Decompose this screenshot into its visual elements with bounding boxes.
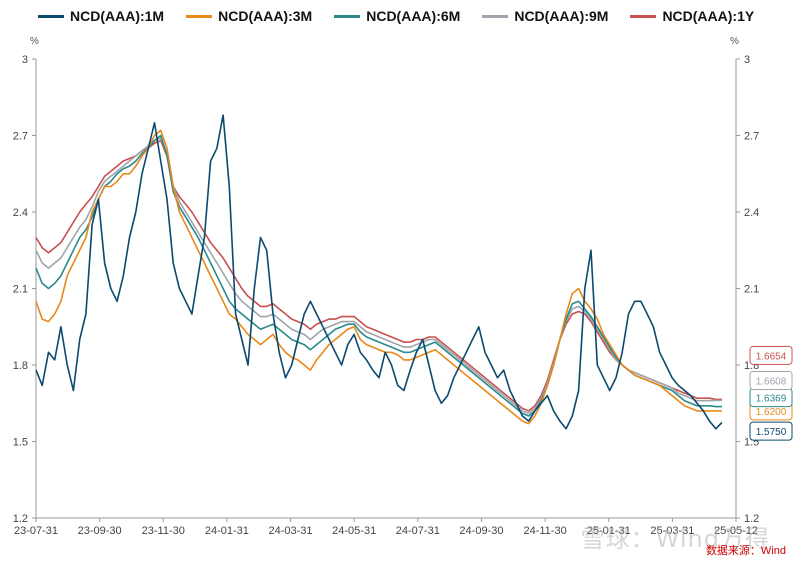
legend-swatch-3m [186, 14, 213, 18]
legend-label-1y: NCD(AAA):1Y [662, 8, 755, 24]
end-label-value: 1.6369 [756, 394, 787, 405]
data-source: 数据来源：Wind [705, 545, 786, 557]
y-tick-label-left: 2.7 [13, 131, 28, 143]
legend-swatch-9m [482, 14, 509, 18]
series-line-ncdaaa9m [35, 137, 722, 415]
legend-item-3m: NCD(AAA):3M [186, 8, 312, 24]
x-tick-label: 24-05-31 [332, 525, 376, 537]
end-label-box [749, 421, 793, 441]
end-label-box [749, 370, 793, 390]
x-tick-label: 24-09-30 [459, 525, 503, 537]
legend-item-6m: NCD(AAA):6M [334, 8, 460, 24]
series-line-ncdaaa1m [35, 114, 723, 430]
series-line-ncdaaa3m [35, 129, 722, 425]
y-tick-label-right: 2.7 [744, 131, 759, 143]
y-tick-label-left: 1.5 [13, 437, 28, 449]
end-label-value: 1.6608 [756, 376, 787, 387]
y-tick-label-left: 1.8 [13, 360, 28, 372]
legend-swatch-6m [334, 14, 361, 18]
legend-label-3m: NCD(AAA):3M [218, 8, 313, 24]
end-label-value: 1.5750 [756, 427, 787, 438]
series-line-ncdaaa1y [35, 139, 722, 412]
y-tick-label-right: 2.1 [744, 284, 759, 296]
x-tick-label: 23-07-31 [14, 525, 58, 537]
legend-label-6m: NCD(AAA):6M [366, 8, 461, 24]
x-tick-label: 23-11-30 [142, 525, 185, 537]
unit-left: % [30, 36, 39, 47]
x-tick-label: 24-03-31 [269, 525, 313, 537]
legend-swatch-1m [38, 14, 64, 18]
x-tick-label: 25-05-12 [714, 525, 758, 537]
legend-label-9m: NCD(AAA):9M [514, 8, 609, 24]
legend-label-1m: NCD(AAA):1M [70, 8, 165, 24]
unit-right: % [730, 36, 739, 47]
series-line-ncdaaa6m [35, 134, 722, 417]
chart-legend: NCD(AAA):1M NCD(AAA):3M NCD(AAA):6M NCD(… [38, 8, 754, 24]
legend-item-1m: NCD(AAA):1M [38, 8, 164, 24]
legend-item-9m: NCD(AAA):9M [482, 8, 608, 24]
x-tick-label: 24-07-31 [396, 525, 440, 537]
y-tick-label-left: 3 [22, 54, 28, 66]
legend-item-1y: NCD(AAA):1Y [630, 8, 754, 24]
y-tick-label-right: 3 [744, 54, 750, 66]
x-tick-label: 24-11-30 [523, 525, 566, 537]
end-label-value: 1.6200 [756, 407, 787, 418]
end-label-value: 1.6654 [756, 351, 787, 362]
y-tick-label-left: 1.2 [13, 513, 28, 525]
x-tick-label: 24-01-31 [205, 525, 249, 537]
x-tick-label: 25-01-31 [587, 525, 631, 537]
y-tick-label-right: 2.4 [744, 207, 759, 219]
end-label-box [749, 345, 793, 365]
x-tick-label: 23-09-30 [78, 525, 122, 537]
y-tick-label-left: 2.1 [13, 284, 28, 296]
y-tick-label-right: 1.2 [744, 513, 759, 525]
x-tick-label: 25-03-31 [650, 525, 694, 537]
y-tick-label-left: 2.4 [13, 207, 28, 219]
legend-swatch-1y [630, 14, 657, 18]
